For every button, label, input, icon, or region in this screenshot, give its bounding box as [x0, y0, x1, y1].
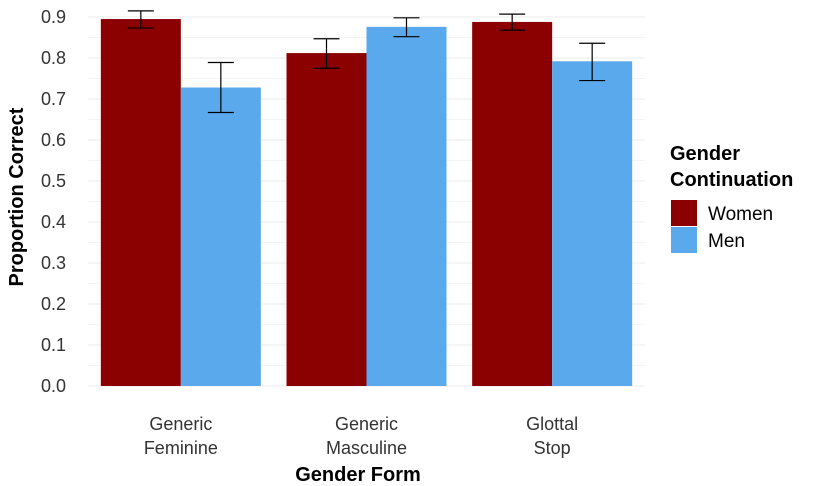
- y-tick-label: 0.1: [41, 335, 66, 355]
- y-tick-label: 0.9: [41, 7, 66, 27]
- bars: [100, 19, 633, 387]
- error-bars: [127, 10, 606, 114]
- y-axis-ticks: 0.0 0.1 0.2 0.3 0.4 0.5 0.6 0.7 0.8 0.9: [41, 7, 66, 396]
- legend-title-line-2: Continuation: [670, 169, 793, 191]
- bar-men-2: [366, 26, 447, 387]
- legend: Gender Continuation Women Men: [670, 143, 793, 253]
- bar-women-2: [286, 53, 367, 387]
- y-tick-label: 0.0: [41, 376, 66, 396]
- x-tick-label: Generic Feminine: [144, 414, 218, 458]
- bar-men-3: [552, 61, 633, 386]
- error-bar: [207, 61, 234, 114]
- error-bar: [313, 38, 340, 69]
- x-tick-label-line: Stop: [534, 438, 571, 458]
- x-tick-label: Generic Masculine: [326, 414, 407, 458]
- y-tick-label: 0.8: [41, 48, 66, 68]
- x-tick-label-line: Masculine: [326, 438, 407, 458]
- error-bar: [579, 42, 606, 82]
- y-tick-label: 0.5: [41, 171, 66, 191]
- x-tick-label-line: Generic: [335, 414, 398, 434]
- x-axis-title: Gender Form: [295, 464, 421, 486]
- y-axis-title: Proportion Correct: [6, 107, 28, 286]
- y-tick-label: 0.2: [41, 294, 66, 314]
- legend-items: Women Men: [671, 200, 773, 253]
- y-tick-label: 0.3: [41, 253, 66, 273]
- legend-swatch-men: [671, 227, 697, 253]
- bar-women-3: [472, 21, 553, 386]
- error-bar: [499, 13, 526, 31]
- error-bar: [127, 10, 154, 29]
- y-tick-label: 0.7: [41, 89, 66, 109]
- legend-swatch-women: [671, 200, 697, 226]
- error-bar: [393, 17, 420, 38]
- x-tick-label: Glottal Stop: [526, 414, 578, 458]
- x-axis-ticks: Generic Feminine Generic Masculine Glottal St…: [144, 414, 578, 458]
- legend-label-men: Men: [708, 231, 745, 252]
- y-tick-label: 0.4: [41, 212, 66, 232]
- bar-men-1: [180, 87, 261, 387]
- y-tick-label: 0.6: [41, 130, 66, 150]
- legend-label-women: Women: [708, 204, 773, 225]
- x-tick-label-line: Generic: [149, 414, 212, 434]
- legend-title-line-1: Gender: [670, 143, 740, 165]
- bar-women-1: [100, 19, 181, 387]
- x-tick-label-line: Feminine: [144, 438, 218, 458]
- x-tick-label-line: Glottal: [526, 414, 578, 434]
